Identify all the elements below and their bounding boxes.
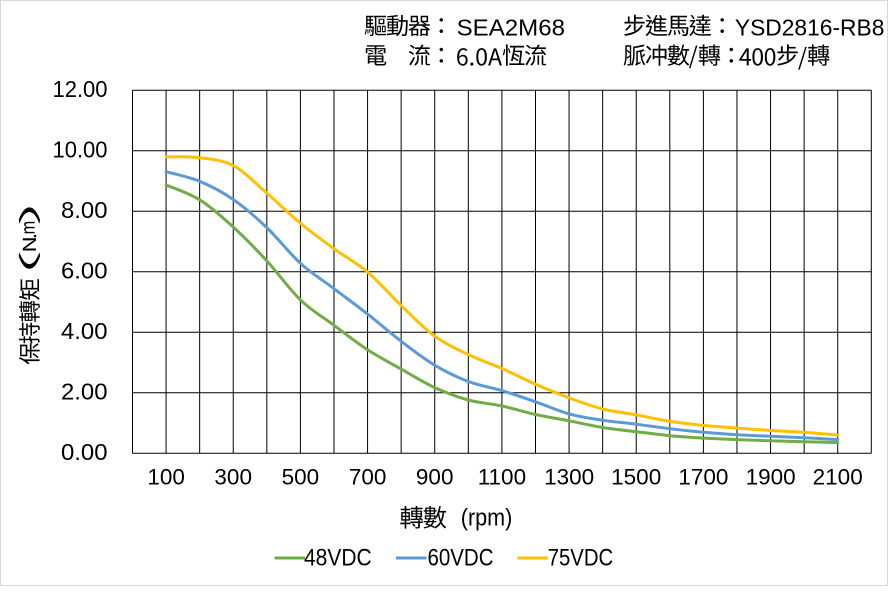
svg-text:1300: 1300: [544, 464, 594, 489]
svg-text:0.00: 0.00: [61, 439, 108, 465]
svg-text:4.00: 4.00: [61, 318, 108, 344]
svg-text:700: 700: [349, 464, 387, 489]
svg-text:1900: 1900: [746, 464, 796, 489]
svg-text:6.00: 6.00: [61, 257, 108, 283]
svg-text:12.00: 12.00: [53, 76, 108, 102]
svg-text:75VDC: 75VDC: [548, 545, 614, 572]
svg-text:2.00: 2.00: [61, 378, 108, 404]
svg-text:SEA2M68: SEA2M68: [457, 15, 565, 41]
svg-text:(rpm): (rpm): [461, 505, 513, 532]
svg-text:1500: 1500: [611, 464, 661, 489]
svg-text:2100: 2100: [813, 464, 863, 489]
svg-text:10.00: 10.00: [53, 136, 108, 162]
svg-text:60VDC: 60VDC: [428, 545, 494, 572]
svg-text:1100: 1100: [478, 464, 526, 489]
svg-text:500: 500: [282, 464, 320, 489]
svg-text:8.00: 8.00: [61, 197, 108, 223]
svg-text:48VDC: 48VDC: [304, 545, 372, 572]
svg-text:300: 300: [214, 464, 252, 489]
svg-text:900: 900: [416, 464, 454, 489]
svg-text:1700: 1700: [678, 464, 728, 489]
svg-text:YSD2816-RB8: YSD2816-RB8: [735, 15, 885, 41]
svg-text:100: 100: [147, 464, 185, 489]
